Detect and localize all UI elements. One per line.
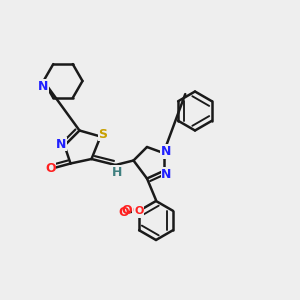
Text: N: N [161, 167, 172, 181]
Text: S: S [98, 128, 107, 141]
Text: O: O [118, 206, 128, 219]
Text: O: O [134, 206, 144, 216]
Text: O: O [132, 204, 143, 217]
Text: N: N [38, 80, 49, 93]
Text: O: O [45, 161, 56, 175]
Text: O: O [122, 204, 132, 217]
Text: N: N [161, 145, 171, 158]
Text: N: N [56, 137, 66, 151]
Text: H: H [112, 166, 122, 179]
